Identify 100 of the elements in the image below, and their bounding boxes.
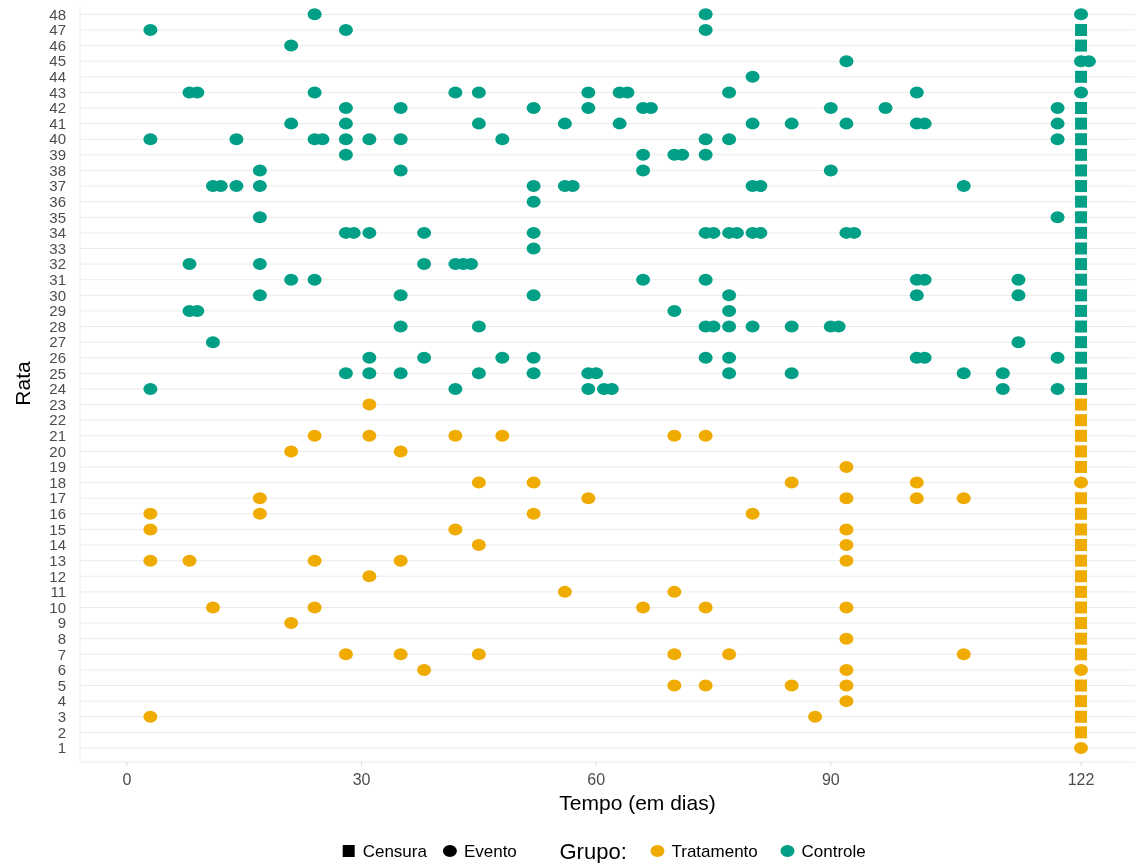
y-tick-label: 15 xyxy=(49,520,66,538)
y-tick-label: 32 xyxy=(49,255,66,273)
legend-label: Tratamento xyxy=(671,841,758,861)
point xyxy=(1075,461,1088,473)
point xyxy=(1075,539,1088,552)
point xyxy=(1075,585,1088,598)
point xyxy=(1075,726,1088,739)
y-tick-label: 23 xyxy=(49,395,66,413)
x-tick-label: 0 xyxy=(122,771,132,788)
y-tick-label: 12 xyxy=(49,567,66,585)
y-tick-label: 26 xyxy=(49,349,66,366)
y-tick-label: 44 xyxy=(49,68,66,86)
point xyxy=(1075,211,1088,224)
y-tick-label: 38 xyxy=(49,161,66,179)
point xyxy=(1075,429,1088,442)
point xyxy=(1075,180,1088,193)
y-tick-label: 18 xyxy=(49,473,66,491)
legend-label: Controle xyxy=(801,841,866,861)
y-tick-label: 5 xyxy=(57,676,66,694)
y-tick-label: 11 xyxy=(50,583,66,601)
y-tick-label: 37 xyxy=(49,177,66,195)
y-tick-label: 30 xyxy=(49,286,66,304)
y-tick-label: 48 xyxy=(49,5,66,23)
y-tick-label: 41 xyxy=(49,114,66,132)
point xyxy=(1075,398,1088,411)
y-tick-label: 20 xyxy=(49,442,66,460)
y-tick-label: 13 xyxy=(49,551,66,569)
point xyxy=(1075,148,1088,161)
y-tick-label: 17 xyxy=(49,489,66,507)
y-tick-label: 16 xyxy=(49,505,66,523)
point xyxy=(1075,195,1088,208)
text: Censura xyxy=(362,841,428,861)
y-tick-label: 43 xyxy=(49,83,66,101)
point xyxy=(1075,632,1088,645)
y-tick-label: 42 xyxy=(49,99,66,117)
point xyxy=(1075,695,1088,708)
point xyxy=(1075,679,1088,692)
y-tick-label: 19 xyxy=(49,458,66,476)
x-tick-label: 90 xyxy=(821,771,840,788)
point xyxy=(1075,133,1088,146)
point xyxy=(1075,351,1088,364)
y-tick-label: 8 xyxy=(57,629,66,647)
y-tick-label: 3 xyxy=(57,707,66,725)
point xyxy=(1075,320,1088,333)
point xyxy=(1075,382,1088,395)
point xyxy=(1075,601,1088,614)
x-axis-title: Tempo (em dias) xyxy=(559,791,716,814)
y-tick-label: 33 xyxy=(49,239,66,257)
y-tick-label: 45 xyxy=(49,52,66,70)
point xyxy=(1075,648,1088,661)
y-tick-label: 4 xyxy=(57,692,66,710)
point xyxy=(1075,258,1088,271)
y-tick-label: 39 xyxy=(49,146,66,164)
text: Evento xyxy=(463,841,517,861)
y-tick-label: 6 xyxy=(57,661,66,679)
y-tick-label: 28 xyxy=(49,317,66,335)
y-tick-label: 27 xyxy=(49,333,66,351)
y-tick-label: 46 xyxy=(49,36,66,54)
y-tick-label: 1 xyxy=(57,739,66,757)
y-tick-label: 40 xyxy=(49,130,66,148)
point xyxy=(1075,617,1088,630)
point xyxy=(1075,39,1088,52)
y-tick-label: 35 xyxy=(49,208,66,226)
point xyxy=(1075,523,1088,536)
y-tick-label: 47 xyxy=(49,21,66,39)
point xyxy=(1075,336,1088,349)
y-axis-title: Rata xyxy=(11,361,34,406)
y-tick-label: 36 xyxy=(49,192,66,210)
y-tick-label: 22 xyxy=(49,411,66,429)
point xyxy=(1075,226,1088,239)
point xyxy=(1075,414,1088,427)
y-tick-label: 7 xyxy=(57,645,66,663)
point xyxy=(1075,102,1088,115)
point xyxy=(1075,507,1088,520)
x-tick-label: 122 xyxy=(1067,771,1095,788)
point xyxy=(1075,304,1088,317)
point xyxy=(1075,164,1088,177)
point xyxy=(1075,70,1088,83)
point xyxy=(1075,289,1088,302)
point xyxy=(1075,570,1088,583)
point xyxy=(1075,242,1088,255)
point xyxy=(1075,117,1088,130)
point xyxy=(1075,445,1088,458)
y-tick-label: 34 xyxy=(49,224,66,242)
x-tick-label: 60 xyxy=(587,771,606,788)
y-tick-label: 24 xyxy=(49,380,66,398)
point xyxy=(1075,710,1088,723)
y-tick-label: 29 xyxy=(49,302,66,320)
y-tick-label: 31 xyxy=(49,270,66,288)
point xyxy=(1075,554,1088,567)
y-tick-label: 10 xyxy=(49,598,66,616)
y-tick-label: 25 xyxy=(49,364,66,382)
point xyxy=(1075,367,1088,380)
point xyxy=(1075,23,1088,36)
y-tick-label: 14 xyxy=(49,536,66,554)
y-tick-label: 21 xyxy=(49,427,66,445)
point xyxy=(1075,492,1088,505)
y-tick-label: 9 xyxy=(57,614,66,632)
y-tick-label: 2 xyxy=(57,723,66,741)
point xyxy=(1075,273,1088,286)
